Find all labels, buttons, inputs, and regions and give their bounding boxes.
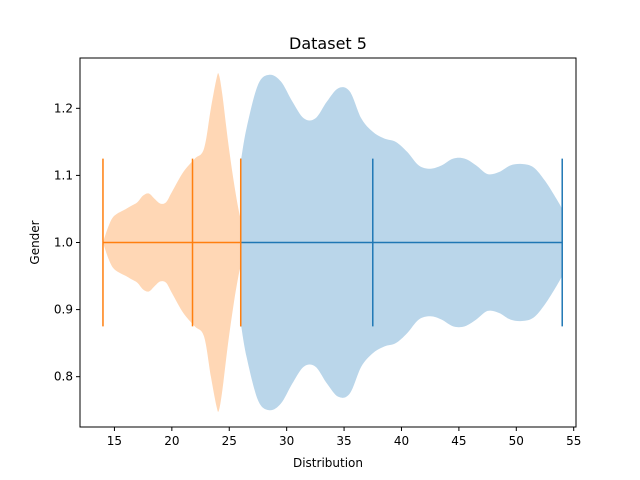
- y-tick-label: 0.9: [54, 303, 73, 317]
- y-axis-label: Gender: [28, 220, 42, 264]
- y-tick-label: 1.2: [54, 101, 73, 115]
- x-tick-label: 50: [509, 434, 524, 448]
- x-tick-label: 55: [566, 434, 581, 448]
- x-tick-label: 40: [394, 434, 409, 448]
- x-tick-label: 15: [107, 434, 122, 448]
- x-tick-label: 35: [336, 434, 351, 448]
- x-tick-label: 25: [222, 434, 237, 448]
- x-tick-label: 45: [451, 434, 466, 448]
- chart-title: Dataset 5: [289, 34, 367, 53]
- violin-stat-lines: [102, 158, 563, 327]
- x-tick-label: 20: [164, 434, 179, 448]
- x-axis: 15 20 25 30 35 40 45 50 55: [107, 427, 581, 448]
- x-axis-label: Distribution: [293, 456, 363, 470]
- x-tick-label: 30: [279, 434, 294, 448]
- y-axis: 0.8 0.9 1.0 1.1 1.2: [54, 101, 80, 384]
- y-tick-label: 0.8: [54, 370, 73, 384]
- plot-area: [79, 57, 577, 428]
- y-tick-label: 1.0: [54, 236, 73, 250]
- y-tick-label: 1.1: [54, 168, 73, 182]
